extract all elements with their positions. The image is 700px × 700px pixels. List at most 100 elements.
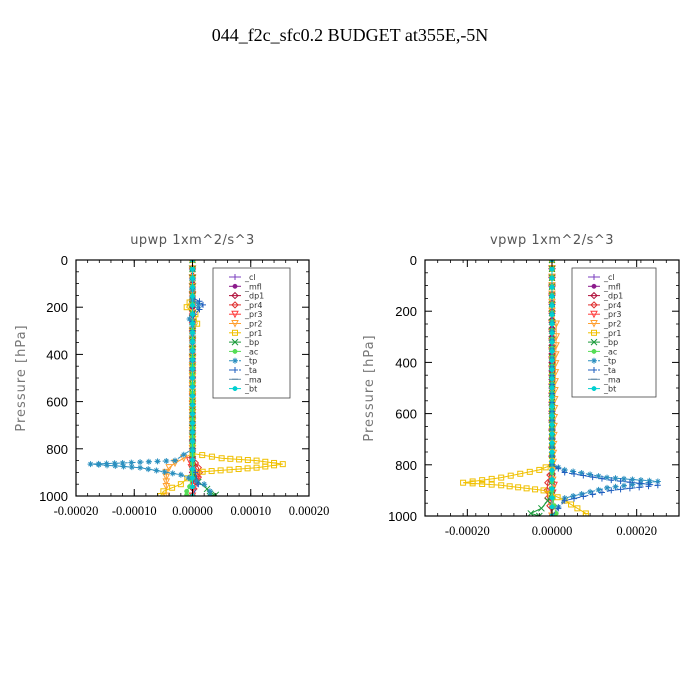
vpwp-data-point: [654, 482, 661, 489]
upwp-data-point: [190, 275, 195, 281]
vpwp-legend-marker-pr2: [590, 320, 598, 328]
upwp-legend-marker-ac: [232, 348, 238, 354]
vpwp-data-point: [549, 458, 555, 464]
vpwp-data-point: [604, 484, 611, 491]
vpwp-data-point: [582, 513, 589, 516]
vpwp-data-point: [549, 476, 555, 482]
vpwp-legend-marker-tp: [591, 357, 597, 364]
upwp-data-point: [177, 481, 184, 488]
upwp-data-point: [190, 302, 195, 308]
vpwp-data-point: [538, 504, 545, 512]
vpwp-legend-marker-ac: [591, 348, 597, 354]
upwp-legend-label-cl: _cl: [244, 273, 256, 282]
vpwp-data-point: [551, 378, 559, 386]
vpwp-legend-marker-pr4: [590, 301, 598, 309]
upwp-data-point: [190, 357, 195, 363]
upwp-data-point: [226, 466, 233, 473]
vpwp-legend-label-pr3: _pr3: [603, 310, 621, 319]
vpwp-data-point: [595, 486, 602, 493]
vpwp-data-point: [571, 471, 578, 478]
vpwp-xtick-label: 0.00000: [532, 524, 573, 538]
upwp-data-point: [95, 461, 102, 468]
vpwp-data-point: [626, 485, 633, 492]
upwp-data-point: [199, 468, 206, 475]
vpwp-series-markers-bt: [549, 260, 555, 516]
vpwp-data-point: [549, 266, 555, 272]
vpwp-data-point: [549, 394, 555, 400]
upwp-data-point: [199, 301, 206, 308]
vpwp-data-point: [604, 474, 611, 481]
upwp-data-point: [192, 469, 199, 476]
upwp-data-point: [154, 458, 161, 465]
vpwp-legend-label-cl: _cl: [603, 273, 615, 282]
upwp-data-point: [169, 470, 176, 477]
upwp-data-point: [195, 304, 202, 311]
vpwp-data-point: [488, 475, 495, 482]
figure-title: 044_f2c_sfc0.2 BUDGET at355E,-5N: [212, 25, 489, 45]
vpwp-panel: vpwp 1xm^2/s^3 Pressure [hPa] 0 200 400 600 80…: [362, 233, 680, 538]
vpwp-legend-marker-ta: [591, 367, 597, 373]
upwp-xtick-label: 0.00000: [172, 504, 213, 518]
upwp-data-point: [196, 298, 203, 305]
vpwp-legend-marker-pr3: [590, 310, 598, 319]
vpwp-data-point: [580, 493, 587, 500]
upwp-data-point: [235, 466, 242, 473]
upwp-data-point: [190, 420, 195, 426]
upwp-legend-label-bt: _bt: [244, 385, 257, 394]
upwp-data-point: [217, 467, 224, 474]
upwp-data-point: [253, 457, 260, 464]
upwp-legend-label-tp: _tp: [244, 357, 257, 366]
vpwp-data-point: [636, 484, 643, 491]
vpwp-data-point: [637, 477, 644, 484]
vpwp-data-point: [620, 482, 627, 489]
vpwp-data-point: [479, 481, 486, 487]
vpwp-legend-label-pr1: _pr1: [603, 329, 621, 338]
vpwp-data-point: [589, 474, 596, 481]
upwp-legend-label-dp1: _dp1: [244, 292, 264, 301]
vpwp-data-point: [612, 475, 619, 482]
upwp-data-point: [190, 430, 195, 435]
upwp-data-point: [145, 466, 152, 473]
vpwp-data-point: [555, 505, 562, 512]
upwp-data-point: [165, 464, 174, 472]
upwp-data-point: [190, 293, 195, 299]
upwp-legend-label-ac: _ac: [244, 347, 258, 356]
upwp-data-point: [201, 481, 208, 488]
vpwp-data-point: [542, 464, 549, 471]
vpwp-data-point: [549, 294, 555, 300]
vpwp-data-point: [549, 330, 555, 336]
upwp-data-point: [208, 453, 215, 460]
vpwp-ytick-label: 400: [395, 355, 417, 370]
upwp-data-point: [184, 492, 190, 496]
vpwp-plot-area: [460, 260, 661, 516]
upwp-title: upwp 1xm^2/s^3: [130, 233, 255, 248]
upwp-ytick-label: 1000: [39, 489, 68, 504]
upwp-data-point: [112, 462, 119, 469]
upwp-data-point: [128, 464, 135, 471]
vpwp-data-point: [549, 348, 555, 354]
upwp-data-point: [190, 366, 195, 372]
vpwp-data-point: [515, 484, 522, 491]
vpwp-data-point: [574, 505, 581, 512]
vpwp-data-point: [561, 497, 568, 504]
upwp-data-point: [206, 488, 213, 495]
upwp-data-point: [177, 471, 184, 478]
vpwp-data-point: [654, 478, 661, 485]
upwp-data-point: [190, 321, 195, 326]
vpwp-data-point: [506, 483, 513, 490]
vpwp-data-point: [532, 486, 539, 493]
vpwp-data-point: [549, 449, 555, 455]
upwp-data-point: [279, 461, 286, 468]
vpwp-data-point: [587, 471, 594, 478]
upwp-legend-box: [212, 267, 291, 399]
vpwp-data-point: [549, 486, 555, 492]
upwp-data-point: [253, 464, 260, 471]
upwp-data-point: [186, 316, 193, 322]
upwp-data-point: [128, 459, 135, 466]
vpwp-data-point: [498, 482, 505, 489]
upwp-data-point: [157, 493, 164, 496]
vpwp-legend-marker-bt: [591, 386, 597, 392]
upwp-data-point: [190, 312, 195, 317]
vpwp-data-point: [617, 478, 624, 485]
